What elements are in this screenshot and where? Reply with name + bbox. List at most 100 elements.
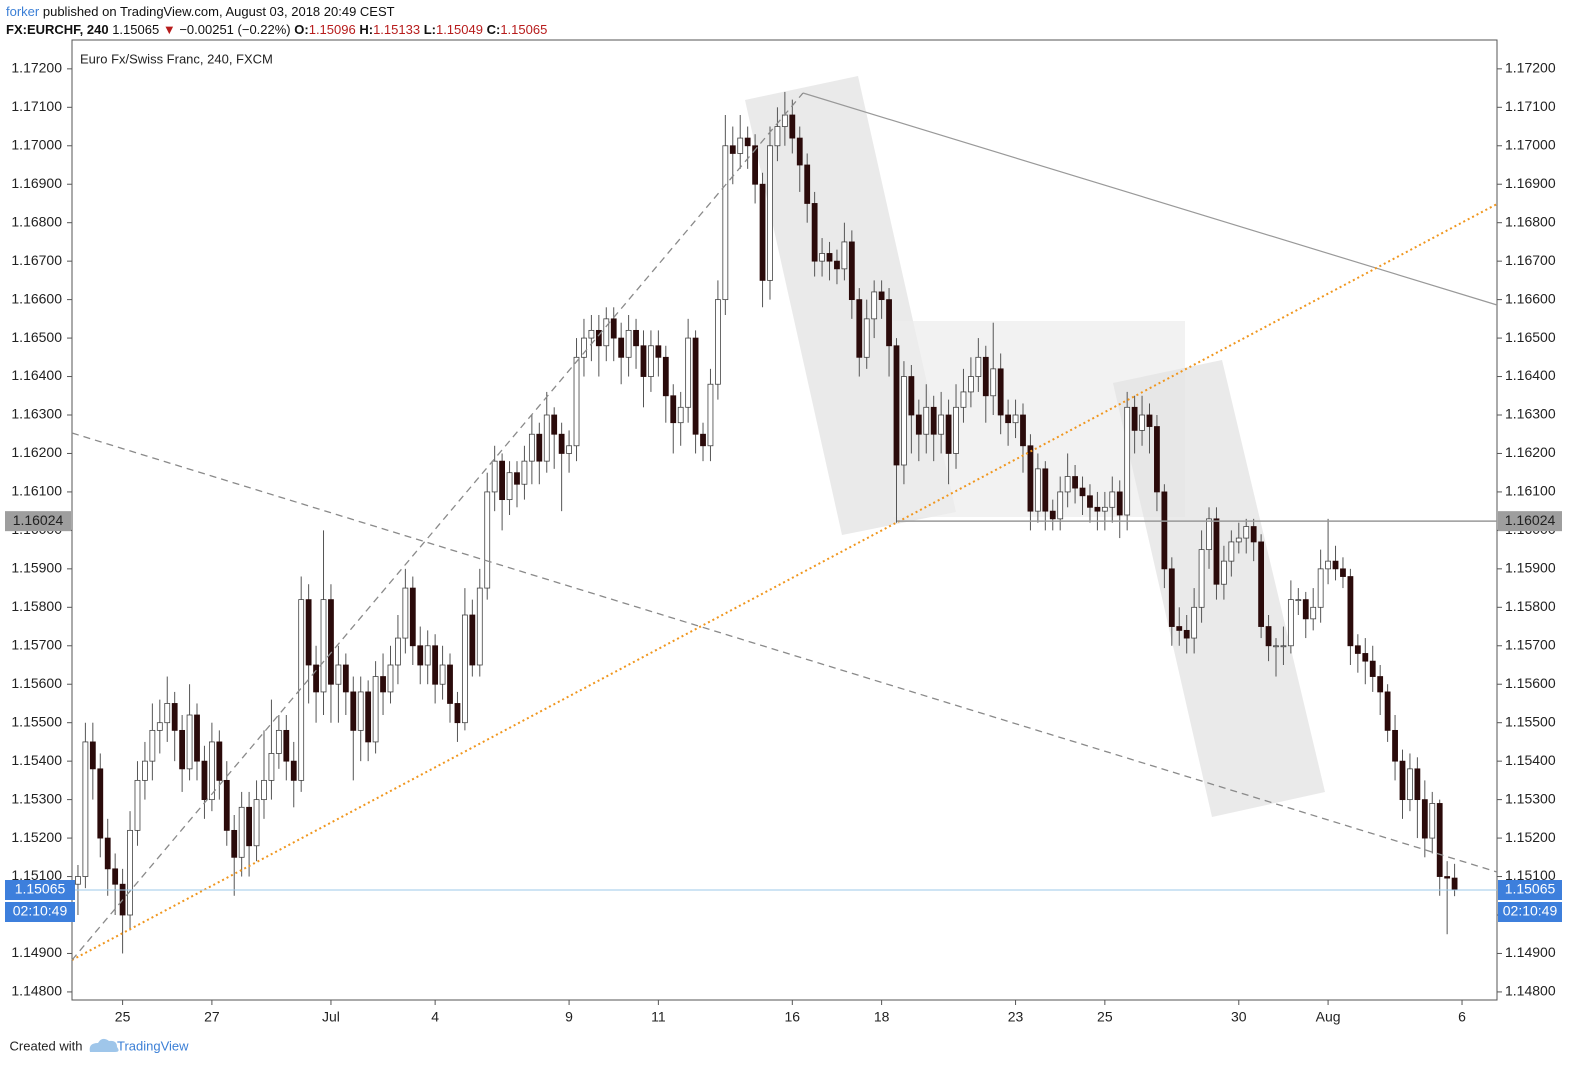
candle-body <box>149 729 156 762</box>
candle-body <box>1392 729 1398 762</box>
candle-body <box>1377 676 1384 693</box>
candle-body <box>528 433 535 462</box>
candle-body <box>387 664 394 693</box>
y-tick-label: 1.14800 <box>11 983 62 999</box>
candle-body <box>595 329 602 347</box>
candle-body <box>789 114 796 139</box>
candle-body <box>1280 645 1287 648</box>
y-tick-label: 1.16600 <box>1505 290 1556 306</box>
candle-body <box>261 779 267 801</box>
candle-body <box>581 337 587 358</box>
x-tick-label: 25 <box>115 1009 131 1025</box>
candle-body <box>1369 660 1376 677</box>
candle-body <box>186 714 193 770</box>
candle-body <box>1116 491 1123 516</box>
y-tick-label: 1.17000 <box>11 136 62 152</box>
candle-body <box>558 433 565 454</box>
candle-body <box>1094 506 1101 512</box>
candle-body <box>1101 506 1108 512</box>
candle-body <box>1347 576 1354 647</box>
candle-body <box>1302 599 1309 620</box>
y-tick-label: 1.15600 <box>11 675 62 691</box>
candle-body <box>82 741 89 877</box>
candle-body <box>1407 768 1413 801</box>
candle-body <box>1020 414 1026 447</box>
candle-body <box>729 145 736 154</box>
brand[interactable]: TradingView <box>117 1038 189 1053</box>
logo[interactable] <box>89 1038 119 1052</box>
y-tick-label: 1.16600 <box>11 290 62 306</box>
candle-body <box>342 664 349 693</box>
candle-body <box>365 691 372 743</box>
h-label: H: <box>359 22 374 37</box>
candle-body <box>737 137 744 154</box>
candle-body <box>841 241 848 270</box>
candle-body <box>863 318 870 358</box>
level-label: 1.16024 <box>13 512 64 528</box>
y-tick-label: 1.16500 <box>11 329 62 345</box>
y-tick-label: 1.17100 <box>1505 98 1556 114</box>
candle-body <box>551 414 558 435</box>
candle-body <box>707 383 714 447</box>
candle-body <box>305 599 312 666</box>
y-tick-label: 1.15500 <box>1505 713 1556 729</box>
candle-body <box>216 741 223 781</box>
x-tick-label: 6 <box>1458 1009 1466 1025</box>
candle-body <box>997 368 1004 416</box>
candle-body <box>990 368 997 397</box>
user[interactable]: forker <box>6 4 40 19</box>
candle-body <box>953 406 959 454</box>
candle-body <box>945 414 952 454</box>
candle-body <box>104 837 111 870</box>
candle-body <box>893 345 900 466</box>
candle-body <box>1258 541 1265 627</box>
y-tick-label: 1.16900 <box>1505 175 1556 191</box>
candle-body <box>171 703 178 731</box>
candle-body <box>1131 406 1138 431</box>
candle-body <box>253 799 260 847</box>
candle-body <box>685 337 692 408</box>
trend-line <box>71 92 804 961</box>
candle-body <box>722 145 729 301</box>
candle-body <box>744 137 751 147</box>
candle-body <box>1168 568 1175 627</box>
x-tick-label: 4 <box>431 1009 439 1025</box>
y-tick-label: 1.14900 <box>11 944 62 960</box>
y-tick-label: 1.17200 <box>11 60 62 76</box>
candle-body <box>1273 645 1279 648</box>
candle-body <box>1206 518 1212 551</box>
publish-line: forker published on TradingView.com, Aug… <box>6 3 547 21</box>
candle-body <box>633 329 639 347</box>
candle-body <box>275 729 282 754</box>
candle-body <box>915 414 922 435</box>
candle-body <box>439 664 446 685</box>
candle-body <box>566 445 572 454</box>
candle-body <box>499 460 506 501</box>
y-tick-label: 1.15700 <box>11 636 62 652</box>
candle-body <box>700 433 706 447</box>
candle-body <box>856 299 863 358</box>
candle-body <box>603 318 610 347</box>
candle-body <box>930 406 937 435</box>
candle-body <box>320 599 327 693</box>
l-label: L: <box>423 22 436 37</box>
channel-shade <box>1113 360 1325 817</box>
candle-body <box>588 329 595 339</box>
candle-body <box>417 645 424 666</box>
candle-body <box>89 741 96 770</box>
y-tick-label: 1.17200 <box>1505 60 1556 76</box>
y-tick-label: 1.15400 <box>11 752 62 768</box>
candle-body <box>1079 487 1086 497</box>
candle-body <box>648 345 654 377</box>
last-price-box <box>1498 880 1562 900</box>
candle-body <box>774 126 781 147</box>
candle-body <box>1183 629 1190 639</box>
candle-body <box>1012 414 1019 424</box>
candle-body <box>655 345 662 358</box>
candle-body <box>268 753 275 781</box>
y-tick-label: 1.16800 <box>11 213 62 229</box>
candle-body <box>380 676 386 693</box>
candle-body <box>484 491 491 589</box>
x-tick-label: 11 <box>651 1009 666 1025</box>
candle-body <box>692 337 699 435</box>
